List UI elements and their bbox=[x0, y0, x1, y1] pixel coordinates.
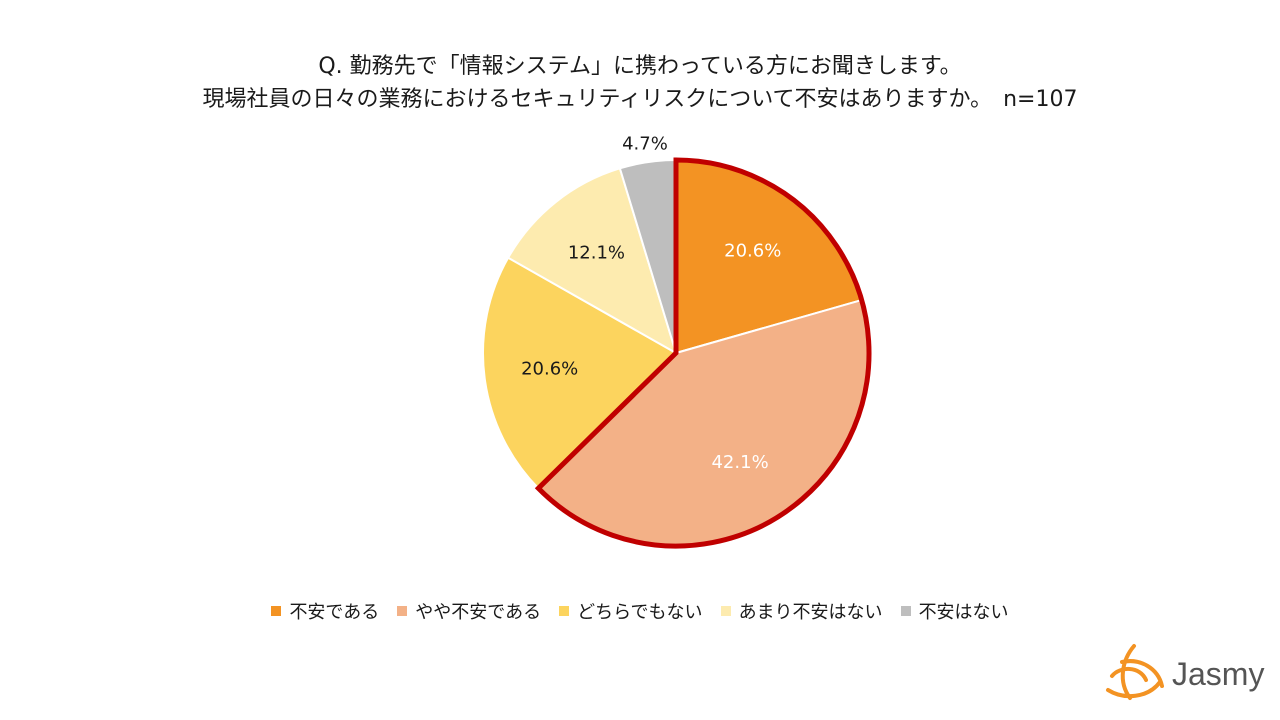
pie-slice-2 bbox=[482, 256, 678, 490]
pie-data-label-2: 20.6% bbox=[521, 359, 578, 380]
chart-legend: 不安である やや不安である どちらでもない あまり不安はない 不安はない bbox=[0, 598, 1280, 624]
legend-swatch-3 bbox=[720, 606, 731, 616]
chart-title-line-2: 現場社員の日々の業務におけるセキュリティリスクについて不安はありますか。 n=1… bbox=[202, 87, 1078, 112]
jasmy-logo-icon bbox=[1106, 644, 1164, 700]
chart-title: Q. 勤務先で「情報システム」に携わっている方にお聞きします。 現場社員の日々の… bbox=[0, 50, 1280, 116]
legend-swatch-4 bbox=[900, 606, 911, 616]
legend-label-1: やや不安である bbox=[415, 602, 542, 623]
legend-item-2: どちらでもない bbox=[559, 598, 703, 624]
legend-swatch-2 bbox=[559, 606, 570, 616]
legend-label-4: 不安はない bbox=[918, 602, 1009, 623]
legend-swatch-1 bbox=[397, 606, 408, 616]
legend-label-2: どちらでもない bbox=[577, 602, 703, 623]
pie-emphasis-outline bbox=[534, 157, 872, 549]
legend-item-4: 不安はない bbox=[900, 598, 1009, 624]
legend-item-1: やや不安である bbox=[397, 598, 541, 624]
legend-item-0: 不安である bbox=[271, 598, 379, 624]
pie-slice-3 bbox=[506, 167, 678, 356]
pie-data-label-1: 42.1% bbox=[711, 452, 768, 473]
chart-title-line-1: Q. 勤務先で「情報システム」に携わっている方にお聞きします。 bbox=[318, 54, 962, 79]
pie-data-label-4: 4.7% bbox=[622, 133, 668, 154]
legend-label-3: あまり不安はない bbox=[738, 602, 883, 623]
legend-item-3: あまり不安はない bbox=[720, 598, 883, 624]
pie-data-label-0: 20.6% bbox=[724, 240, 781, 261]
logo-wordmark: Jasmy bbox=[1172, 656, 1265, 692]
pie-data-label-3: 12.1% bbox=[568, 243, 625, 264]
legend-swatch-0 bbox=[271, 606, 282, 616]
legend-label-0: 不安である bbox=[289, 602, 380, 623]
